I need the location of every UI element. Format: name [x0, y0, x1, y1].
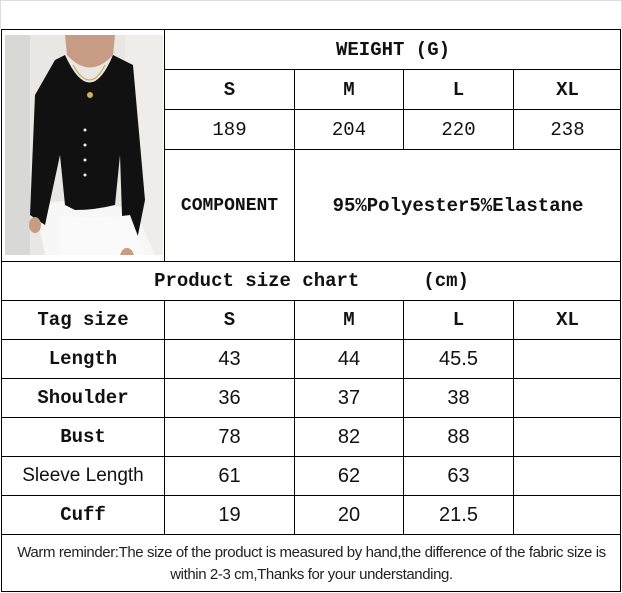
- row-value: 45.5: [403, 339, 513, 378]
- row-value: 37: [294, 378, 403, 417]
- header-l: L: [403, 300, 513, 339]
- row-value: [513, 378, 621, 417]
- row-value: 61: [164, 456, 294, 495]
- weight-size-s: S: [164, 69, 294, 109]
- size-chart-title-row: Product size chart (cm): [1, 261, 621, 300]
- product-photo-cell: [1, 29, 164, 261]
- weight-value-s: 189: [164, 109, 294, 149]
- row-value: 19: [164, 495, 294, 534]
- component-label: COMPONENT: [164, 149, 294, 261]
- row-label: Bust: [1, 417, 164, 456]
- row-value: [513, 417, 621, 456]
- top-margin: [0, 0, 622, 29]
- header-m: M: [294, 300, 403, 339]
- row-value: 78: [164, 417, 294, 456]
- weight-size-xl: XL: [513, 69, 621, 109]
- size-chart-unit: (cm): [423, 270, 469, 292]
- row-value: [513, 456, 621, 495]
- weight-value-m: 204: [294, 109, 403, 149]
- row-value: 62: [294, 456, 403, 495]
- weight-size-l: L: [403, 69, 513, 109]
- row-value: 82: [294, 417, 403, 456]
- weight-value-xl: 238: [513, 109, 621, 149]
- row-value: 38: [403, 378, 513, 417]
- row-value: [513, 339, 621, 378]
- row-value: 63: [403, 456, 513, 495]
- size-chart-title: Product size chart: [154, 270, 360, 292]
- header-xl: XL: [513, 300, 621, 339]
- row-value: 20: [294, 495, 403, 534]
- row-label: Cuff: [1, 495, 164, 534]
- row-value: 43: [164, 339, 294, 378]
- weight-title: WEIGHT (G): [164, 29, 621, 69]
- row-label: Sleeve Length: [1, 456, 164, 495]
- row-value: 36: [164, 378, 294, 417]
- row-value: [513, 495, 621, 534]
- row-value: 88: [403, 417, 513, 456]
- row-value: 44: [294, 339, 403, 378]
- row-value: 21.5: [403, 495, 513, 534]
- header-tag-size: Tag size: [1, 300, 164, 339]
- warm-reminder: Warm reminder:The size of the product is…: [1, 534, 621, 592]
- product-photo: [5, 35, 163, 255]
- weight-value-l: 220: [403, 109, 513, 149]
- row-label: Shoulder: [1, 378, 164, 417]
- weight-size-m: M: [294, 69, 403, 109]
- header-s: S: [164, 300, 294, 339]
- component-value: 95%Polyester5%Elastane: [294, 149, 621, 261]
- row-label: Length: [1, 339, 164, 378]
